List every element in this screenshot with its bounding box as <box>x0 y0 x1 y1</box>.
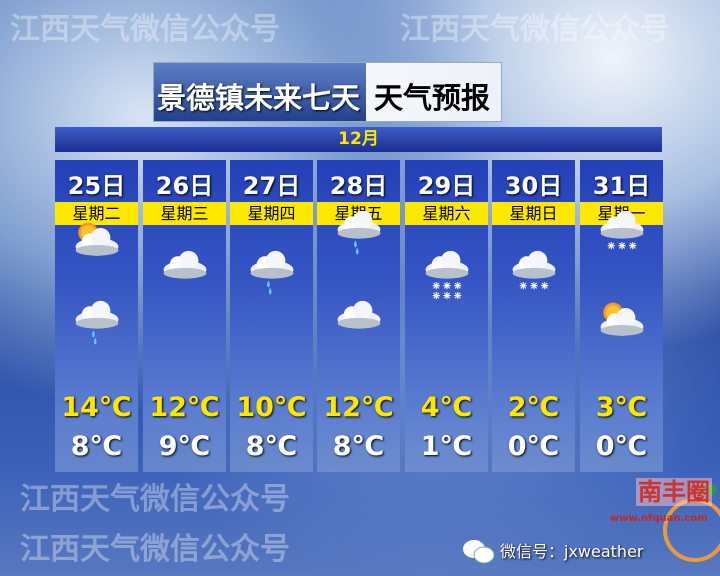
watermark: 江西天气微信公众号 <box>20 482 290 517</box>
cloudy-icon <box>337 300 381 329</box>
day-column: 29日 星期六 4℃ 1℃ <box>405 160 488 472</box>
date-label: 28日 <box>329 172 388 200</box>
wechat-id: 微信号：jxweather <box>500 542 644 561</box>
high-temp: 10℃ <box>236 392 307 423</box>
logo-url: www.nfquan.com <box>610 513 708 524</box>
high-temp: 3℃ <box>595 392 648 423</box>
high-temp: 2℃ <box>507 392 560 423</box>
watermark: 江西天气微信公众号 <box>400 12 670 47</box>
weekday-label: 星期六 <box>405 202 488 225</box>
light-snow-icon <box>600 210 644 250</box>
high-temp: 4℃ <box>420 392 473 423</box>
low-temp: 9℃ <box>158 431 211 462</box>
day-column: 25日 星期二 14℃ 8℃ <box>55 160 138 472</box>
low-temp: 8℃ <box>332 431 385 462</box>
day-column: 30日 星期日 2℃ 0℃ <box>492 160 575 472</box>
date-label: 25日 <box>67 172 126 200</box>
title-city: 景德镇未来七天 <box>157 81 361 115</box>
light-rain-icon <box>75 300 119 345</box>
day-column: 26日 星期三 12℃ 9℃ <box>143 160 226 472</box>
weekday-label: 星期日 <box>492 202 575 225</box>
logo-text: 南丰圈 <box>636 478 712 506</box>
day-column: 31日 星期一3℃ 0℃ <box>580 160 663 472</box>
wechat-icon <box>463 540 495 564</box>
date-label: 29日 <box>417 172 476 200</box>
high-temp: 12℃ <box>149 392 220 423</box>
partly-cloudy-sun-icon <box>75 222 119 256</box>
low-temp: 0℃ <box>507 431 560 462</box>
watermark: 江西天气微信公众号 <box>10 12 280 47</box>
date-label: 27日 <box>242 172 301 200</box>
light-rain-icon <box>337 210 381 255</box>
low-temp: 0℃ <box>595 431 648 462</box>
cloudy-icon <box>163 250 207 279</box>
weekday-label: 星期二 <box>55 202 138 225</box>
low-temp: 1℃ <box>420 431 473 462</box>
partly-cloudy-sun-icon <box>600 302 644 336</box>
watermark: 江西天气微信公众号 <box>20 532 290 567</box>
title-forecast: 天气预报 <box>374 81 491 115</box>
high-temp: 14℃ <box>61 392 132 423</box>
month-bar: 12月 <box>55 127 662 152</box>
day-column: 27日 星期四 10℃ 8℃ <box>230 160 313 472</box>
moderate-snow-icon <box>425 250 469 300</box>
weekday-label: 星期四 <box>230 202 313 225</box>
low-temp: 8℃ <box>70 431 123 462</box>
high-temp: 12℃ <box>323 392 394 423</box>
weekday-label: 星期三 <box>143 202 226 225</box>
day-column: 28日 星期五12℃ 8℃ <box>317 160 400 472</box>
light-rain-icon <box>250 250 294 295</box>
title-banner: 景德镇未来七天 天气预报 <box>153 62 502 122</box>
date-label: 31日 <box>592 172 651 200</box>
light-snow-icon <box>512 250 556 290</box>
low-temp: 8℃ <box>245 431 298 462</box>
date-label: 26日 <box>155 172 214 200</box>
date-label: 30日 <box>504 172 563 200</box>
